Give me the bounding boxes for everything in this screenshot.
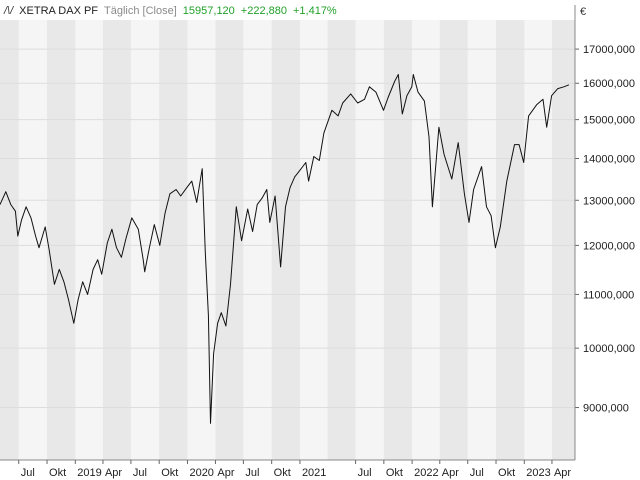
last-price: 15957,120 xyxy=(182,5,235,17)
x-tick-label: 2020 xyxy=(189,467,213,479)
x-tick-label: 2019 xyxy=(77,467,101,479)
y-tick-label: 10000,000 xyxy=(583,343,635,355)
y-tick-label: 11000,000 xyxy=(583,289,634,301)
x-tick-label: Jul xyxy=(133,467,147,479)
background-bands xyxy=(0,20,575,460)
x-tick-label: Jul xyxy=(358,467,372,479)
quarter-band xyxy=(271,20,300,460)
price-change: +222,880 xyxy=(240,5,287,17)
x-tick-label: Apr xyxy=(217,467,234,479)
y-tick-label: 17000,000 xyxy=(583,44,635,56)
interval-label[interactable]: Täglich [Close] xyxy=(104,5,177,17)
x-tick-label: 2023 xyxy=(526,467,550,479)
logo-icon: /\/ xyxy=(4,5,14,17)
x-tick-label: 2021 xyxy=(302,467,326,479)
price-series xyxy=(0,74,570,424)
quarter-band xyxy=(327,20,356,460)
y-tick-label: 9000,000 xyxy=(583,403,629,415)
gridlines xyxy=(0,48,575,409)
instrument-name[interactable]: XETRA DAX PF xyxy=(19,5,99,17)
quarter-band xyxy=(159,20,188,460)
price-change-percent: +1,417% xyxy=(292,5,337,17)
x-tick-label: Jul xyxy=(21,467,35,479)
x-tick-label: Okt xyxy=(161,467,178,479)
quarter-band xyxy=(496,20,525,460)
quarter-band xyxy=(551,20,575,460)
x-tick-label: Okt xyxy=(498,467,515,479)
x-tick-label: Jul xyxy=(470,467,484,479)
axes: 17000,000 16000,000 15000,000 14000,000 1300… xyxy=(0,5,635,479)
quarter-band xyxy=(47,20,76,460)
y-tick-label: 13000,000 xyxy=(583,195,635,207)
currency-label: € xyxy=(580,6,586,18)
x-tick-label: Apr xyxy=(554,467,571,479)
x-tick-label: 2022 xyxy=(414,467,438,479)
quarter-band xyxy=(439,20,468,460)
x-tick-label: Okt xyxy=(49,467,66,479)
x-tick-label: Okt xyxy=(274,467,291,479)
quarter-band xyxy=(0,20,19,460)
quarter-band xyxy=(215,20,244,460)
y-tick-label: 12000,000 xyxy=(583,240,635,252)
chart-header: /\/ XETRA DAX PF Täglich [Close] 15957,1… xyxy=(4,3,337,19)
y-tick-label: 16000,000 xyxy=(583,78,635,90)
x-tick-label: Apr xyxy=(105,467,122,479)
x-tick-label: Apr xyxy=(442,467,459,479)
x-tick-label: Okt xyxy=(386,467,403,479)
quarter-band xyxy=(102,20,131,460)
price-line xyxy=(0,74,570,424)
x-tick-label: Jul xyxy=(245,467,259,479)
quarter-band xyxy=(383,20,413,460)
y-tick-label: 14000,000 xyxy=(583,154,635,166)
y-tick-label: 15000,000 xyxy=(583,115,635,127)
